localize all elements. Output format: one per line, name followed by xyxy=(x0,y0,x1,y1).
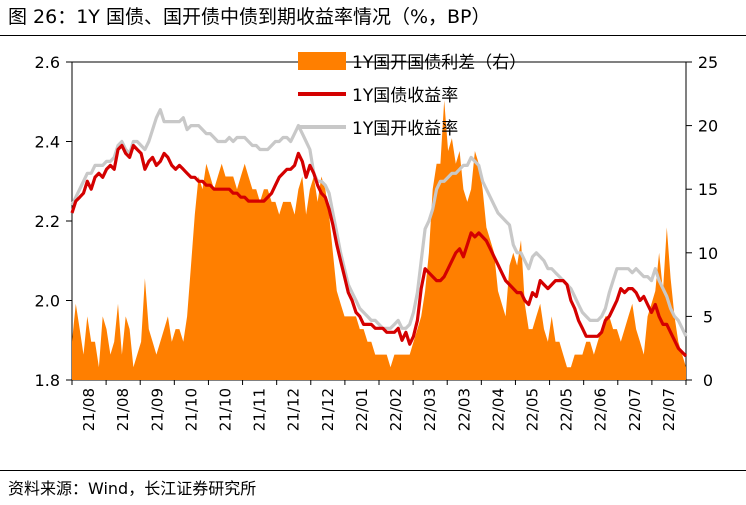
chart-title: 图 26：1Y 国债、国开债中债到期收益率情况（%，BP） xyxy=(8,6,491,28)
legend-label: 1Y国开收益率 xyxy=(352,119,458,139)
right-axis-label: 15 xyxy=(698,180,718,199)
left-axis-label: 1.8 xyxy=(35,371,60,390)
legend: 1Y国开国债利差（右） 1Y国债收益率 1Y国开收益率 xyxy=(298,52,526,139)
legend-label: 1Y国开国债利差（右） xyxy=(352,53,526,73)
x-axis-label: 21/09 xyxy=(148,388,166,431)
x-axis-label: 22/05 xyxy=(558,388,576,431)
left-axis-label: 2.2 xyxy=(35,212,60,231)
x-axis-label: 22/03 xyxy=(455,388,473,431)
legend-label: 1Y国债收益率 xyxy=(352,86,458,106)
bottom-rule xyxy=(0,470,746,471)
x-axis-label: 21/12 xyxy=(285,388,303,431)
x-axis-label: 21/08 xyxy=(114,388,132,431)
series-cdb-yield-line xyxy=(70,108,688,337)
right-axis-label: 20 xyxy=(698,117,718,136)
x-axis-label: 21/10 xyxy=(182,388,200,431)
x-axis-label: 22/07 xyxy=(660,388,678,431)
x-axis-label: 22/07 xyxy=(626,388,644,431)
left-axis-label: 2.6 xyxy=(35,53,60,72)
right-axis-label: 10 xyxy=(698,244,718,263)
left-axis-label: 2.4 xyxy=(35,133,60,152)
yield-lines-layer xyxy=(70,108,688,358)
x-axis-label: 22/03 xyxy=(421,388,439,431)
top-rule xyxy=(0,35,746,36)
x-axis-label: 22/02 xyxy=(387,388,405,431)
spread-area-layer xyxy=(72,100,686,380)
x-axis-label: 21/12 xyxy=(319,388,337,431)
x-axis-label: 21/08 xyxy=(80,388,98,431)
x-axis-label: 22/04 xyxy=(489,388,507,431)
left-axis-label: 2.0 xyxy=(35,292,60,311)
source-note: 资料来源：Wind，长江证券研究所 xyxy=(8,479,257,498)
x-axis-label: 22/06 xyxy=(592,388,610,431)
x-axis-label: 21/11 xyxy=(251,388,269,431)
right-axis-label: 5 xyxy=(703,307,713,326)
right-axis-label: 0 xyxy=(703,371,713,390)
series-govt-yield-line xyxy=(70,143,688,358)
series-spread-area xyxy=(72,100,686,380)
x-axis-label: 21/10 xyxy=(217,388,235,431)
axes-layer: 1.8 2.0 2.2 2.4 2.6 0 5 10 15 20 25 21/08 21/08 21/09… xyxy=(35,53,719,431)
x-axis-label: 22/05 xyxy=(524,388,542,431)
x-axis-label: 22/01 xyxy=(353,388,371,431)
right-axis-label: 25 xyxy=(698,53,718,72)
legend-swatch-spread xyxy=(298,52,346,70)
